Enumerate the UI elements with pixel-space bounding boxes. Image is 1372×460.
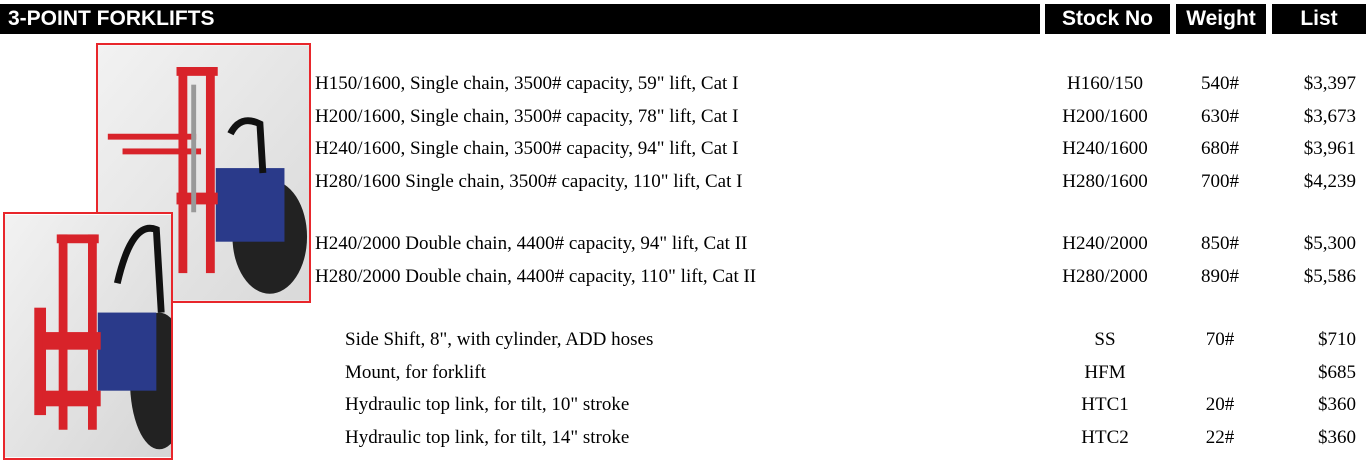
item-description: Mount, for forklift xyxy=(345,361,486,383)
list-price: $5,586 xyxy=(1303,265,1356,287)
item-weight: 22# xyxy=(1205,426,1235,448)
list-price: $5,300 xyxy=(1303,233,1356,254)
item-weight: 700# xyxy=(1201,170,1239,192)
stock-number: HFM xyxy=(1084,361,1126,383)
item-description: Side Shift, 8", with cylinder, ADD hoses xyxy=(345,329,654,350)
list-price: $3,673 xyxy=(1303,105,1356,127)
item-weight: 850# xyxy=(1201,233,1239,254)
product-photo xyxy=(3,212,173,460)
list-price: $4,239 xyxy=(1303,170,1356,192)
stock-number: H160/150 xyxy=(1067,73,1143,94)
stock-number: H280/1600 xyxy=(1062,170,1148,192)
list-price: $685 xyxy=(1318,361,1356,383)
stock-number: HTC1 xyxy=(1081,394,1129,415)
column-header: Weight xyxy=(1176,4,1266,34)
item-description: H150/1600, Single chain, 3500# capacity,… xyxy=(315,73,739,94)
list-price: $3,961 xyxy=(1303,138,1356,159)
section-title: 3-POINT FORKLIFTS xyxy=(0,4,1040,34)
item-weight: 890# xyxy=(1201,265,1239,287)
stock-number: H240/2000 xyxy=(1062,233,1148,254)
list-price: $360 xyxy=(1318,426,1356,448)
item-description: H200/1600, Single chain, 3500# capacity,… xyxy=(315,105,739,127)
stock-number: H280/2000 xyxy=(1062,265,1148,287)
item-description: H280/2000 Double chain, 4400# capacity, … xyxy=(315,265,757,287)
stock-number: H240/1600 xyxy=(1062,138,1148,159)
stock-number: H200/1600 xyxy=(1062,105,1148,127)
item-description: Hydraulic top link, for tilt, 14" stroke xyxy=(345,426,630,448)
item-weight: 70# xyxy=(1205,329,1235,350)
item-weight: 630# xyxy=(1201,105,1239,127)
item-weight: 540# xyxy=(1201,73,1239,94)
list-price: $3,397 xyxy=(1303,73,1356,94)
list-price: $710 xyxy=(1318,329,1356,350)
item-description: H240/2000 Double chain, 4400# capacity, … xyxy=(315,233,748,254)
item-weight: 680# xyxy=(1201,138,1239,159)
stock-number: HTC2 xyxy=(1081,426,1129,448)
column-header: Stock No xyxy=(1045,4,1170,34)
item-description: H240/1600, Single chain, 3500# capacity,… xyxy=(315,138,739,159)
list-price: $360 xyxy=(1318,394,1356,415)
column-header: List xyxy=(1272,4,1366,34)
item-weight: 20# xyxy=(1205,394,1235,415)
item-description: Hydraulic top link, for tilt, 10" stroke xyxy=(345,394,630,415)
stock-number: SS xyxy=(1094,329,1116,350)
item-description: H280/1600 Single chain, 3500# capacity, … xyxy=(315,170,743,192)
